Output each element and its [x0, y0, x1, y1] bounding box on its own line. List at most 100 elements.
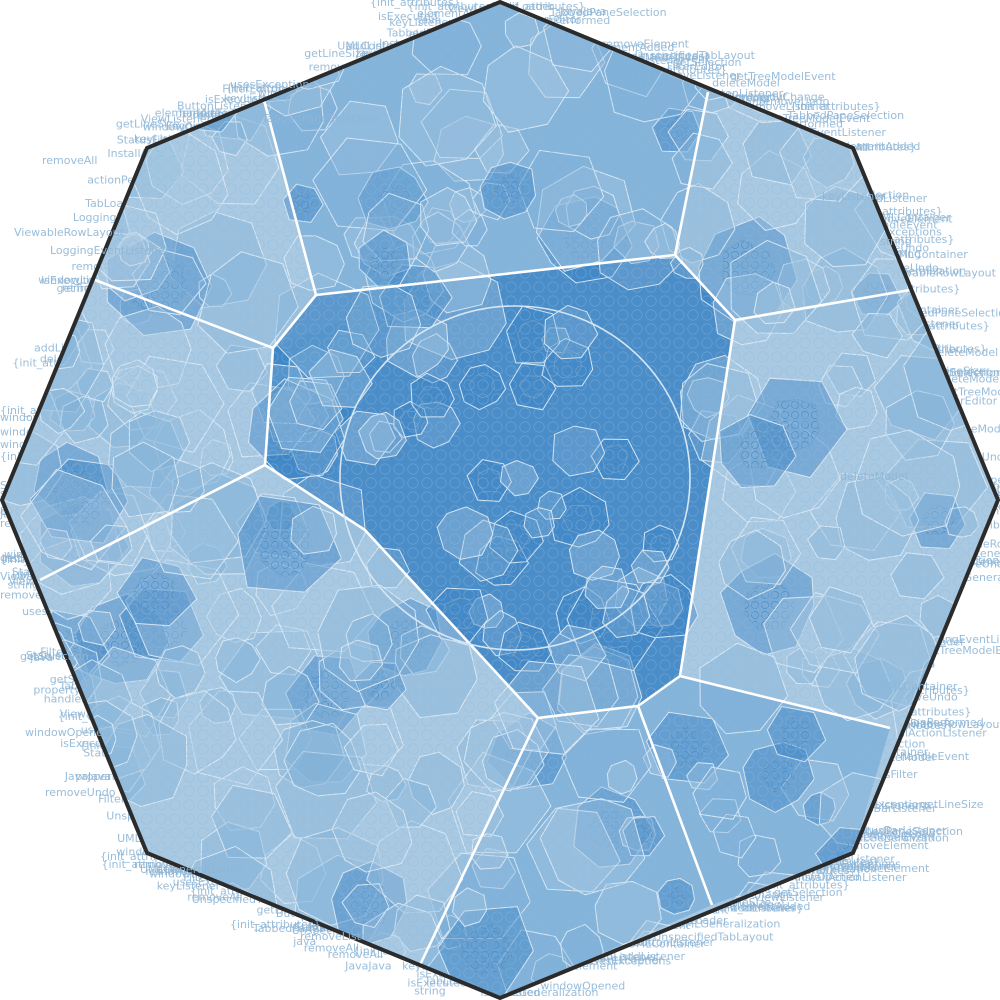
sub-cell	[130, 902, 224, 998]
sub-cell	[62, 899, 110, 946]
node-label: removeListener	[300, 930, 387, 943]
halo-label: removeAll	[187, 890, 242, 903]
node-label: windowOpened	[25, 726, 110, 739]
halo-label: TabbedPaneSelection	[845, 825, 963, 838]
halo-label: StatusBarListener	[849, 824, 948, 837]
sub-cell	[28, 878, 122, 975]
halo-label: UnspecifiedTabLayout	[635, 49, 756, 62]
sub-cell	[59, 833, 103, 869]
halo-label: ViewListener	[754, 891, 825, 904]
halo-label: UMLContainer	[890, 248, 968, 261]
sub-cell-inner	[199, 8, 254, 68]
sub-cell	[84, 916, 156, 988]
halo-label: keyListener	[389, 16, 453, 29]
boundary-bottom-b	[636, 705, 714, 906]
node-label: {init_attributes}	[230, 918, 321, 931]
halo-label: JavaJava	[64, 770, 111, 783]
sub-cell	[785, 13, 843, 70]
halo-label: UMLContainer	[873, 211, 951, 224]
halo-label: FilterEditor	[667, 60, 727, 73]
halo-label: FilterEditor	[222, 83, 282, 96]
node-label: getTreeModelEvent	[730, 70, 836, 83]
halo-label: UMLGeneralization	[677, 918, 781, 931]
halo-label: UnspecifiedTabLayout	[653, 931, 774, 944]
halo-label: getLineSize	[116, 118, 180, 131]
sub-cell	[897, 884, 933, 915]
sub-cell	[133, 902, 238, 998]
halo-label: removeUndo	[759, 95, 830, 108]
sub-cell	[782, 915, 847, 975]
sub-cell	[911, 61, 978, 126]
halo-label: UMLGeneralization	[845, 832, 949, 845]
node-label: getSelection	[20, 650, 89, 663]
halo-label: isExecuted	[205, 93, 265, 106]
halo-label: java	[29, 651, 53, 664]
halo-label: actionPerformed	[934, 367, 1000, 380]
boundary-left-b	[94, 278, 274, 350]
node-label: JavaJava	[559, 5, 606, 18]
node-label: isExecuted	[378, 10, 438, 23]
halo-label: addListener	[731, 901, 796, 914]
halo-label: removeAll	[328, 948, 383, 961]
node-label: usesExceptions	[230, 78, 315, 91]
node-label: keyListener	[822, 190, 886, 203]
halo-label: windowOpened	[540, 980, 625, 993]
halo-label: keyListener	[157, 879, 221, 892]
sub-cell	[928, 106, 998, 200]
central-cluster-outline	[339, 305, 691, 651]
halo-label: deleteModel	[931, 346, 999, 359]
halo-label: actionPerformed	[893, 716, 984, 729]
sub-cell	[22, 298, 57, 333]
halo-label: {init_attributes}	[408, 0, 499, 13]
halo-label: getSelection	[673, 56, 742, 69]
node-label: TabbedPaneSelection	[261, 112, 379, 125]
sub-cell	[48, 873, 160, 971]
node-label: UMLContainer	[880, 680, 958, 693]
halo-label: deleteModel	[712, 77, 780, 90]
halo-label: removeAll	[304, 942, 359, 955]
sub-cell	[20, 52, 112, 140]
halo-label: TabbedPaneSelection	[786, 109, 904, 122]
sub-cell	[53, 870, 90, 905]
node-label: addListener	[620, 950, 685, 963]
sub-cell	[86, 882, 143, 933]
node-label: removeUndo	[45, 786, 116, 799]
halo-label: propertyChange	[735, 90, 824, 103]
sub-cell	[92, 924, 187, 998]
node-label: elementAdded	[730, 900, 810, 913]
sub-cell	[835, 2, 922, 77]
halo-label: java	[417, 14, 441, 27]
halo-label: removeElement	[841, 839, 929, 852]
sub-cell-inner	[136, 83, 158, 104]
sub-cell	[924, 107, 998, 197]
halo-label: windowOpened	[851, 828, 936, 841]
node-label: {init_attributes}	[370, 0, 461, 9]
node-label: UMLGeneralization	[140, 863, 244, 876]
boundary-bottom	[418, 674, 681, 966]
node-label: removeElement	[842, 862, 930, 875]
sub-cell	[143, 895, 195, 945]
sub-cell-inner	[98, 893, 128, 922]
sub-cell-inner	[7, 792, 39, 825]
halo-label: JavaJava	[344, 959, 391, 972]
node-label: getLineSize	[920, 798, 984, 811]
halo-label: ViewableRowLayout	[894, 718, 1000, 731]
halo-label: getSelection	[774, 886, 843, 899]
sub-cell	[2, 792, 53, 842]
sub-cell	[243, 938, 297, 988]
halo-label: java	[292, 935, 316, 948]
node-label: removeAll	[42, 154, 97, 167]
sub-cell	[72, 2, 175, 98]
sub-cell	[173, 908, 228, 963]
sub-cell	[879, 932, 922, 976]
node-label: deleteModel	[840, 470, 908, 483]
halo-label: {init_attributes}	[713, 902, 804, 915]
halo-label: isExecuted	[41, 274, 101, 287]
halo-label: string	[414, 984, 446, 997]
sub-cell	[174, 2, 278, 85]
sub-cell	[193, 35, 246, 83]
node-label: handleEvent	[900, 750, 970, 763]
node-label: ViewableRowLayout	[14, 226, 125, 239]
